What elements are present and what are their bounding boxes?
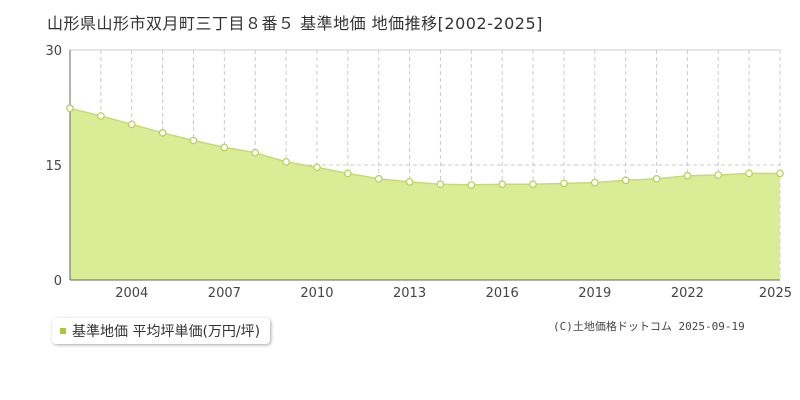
data-point-2006: [189, 136, 198, 145]
data-point-2022: [683, 171, 692, 180]
data-point-2020: [621, 176, 630, 185]
data-point-2003: [97, 112, 105, 120]
data-point-2009: [282, 158, 290, 166]
data-point-2004: [127, 120, 136, 129]
x-tick-label: 2013: [393, 286, 426, 301]
data-point-2005: [158, 129, 167, 137]
data-point-2008: [251, 148, 260, 157]
x-tick-label: 2016: [486, 286, 519, 301]
data-point-2017: [529, 180, 537, 189]
axes: [69, 50, 780, 281]
data-points: [66, 104, 784, 189]
series-line: [69, 107, 780, 186]
y-tick-labels: 0 15 30: [45, 44, 62, 289]
y-tick-label: 0: [54, 274, 62, 289]
y-tick-label: 15: [45, 159, 62, 174]
area-fill: [70, 108, 780, 280]
data-point-2015: [467, 181, 476, 189]
x-tick-label: 2010: [300, 286, 333, 301]
x-tick-label: 2019: [578, 286, 611, 301]
legend: 基準地価 平均坪単価(万円/坪): [52, 318, 271, 344]
x-tick-label: 2004: [115, 286, 148, 301]
data-point-2018: [560, 179, 568, 188]
data-point-2024: [745, 169, 753, 178]
legend-swatch: [60, 328, 66, 334]
data-point-2023: [714, 171, 723, 179]
x-tick-labels: 2004 2007 2010 2013 2016 2019 2022 2025: [115, 286, 792, 301]
data-point-2007: [220, 143, 229, 152]
data-point-2011: [343, 169, 352, 178]
data-point-2012: [374, 175, 383, 183]
x-tick-label: 2007: [208, 286, 241, 301]
y-tick-label: 30: [45, 44, 62, 59]
data-point-2002: [66, 104, 74, 113]
x-tick-label: 2022: [671, 286, 704, 301]
data-point-2025: [776, 169, 784, 178]
legend-label: 基準地価 平均坪単価(万円/坪): [72, 324, 261, 340]
x-tick-label: 2025: [759, 286, 792, 301]
data-point-2010: [313, 163, 321, 172]
data-point-2021: [652, 175, 661, 183]
data-point-2014: [436, 180, 445, 189]
data-point-2013: [405, 178, 414, 186]
copyright-text: (C)土地価格ドットコム 2025-09-19: [553, 320, 745, 333]
data-point-2019: [590, 178, 599, 187]
chart-title: 山形県山形市双月町三丁目８番５ 基準地価 地価推移[2002-2025]: [47, 14, 543, 33]
data-point-2016: [498, 180, 507, 189]
